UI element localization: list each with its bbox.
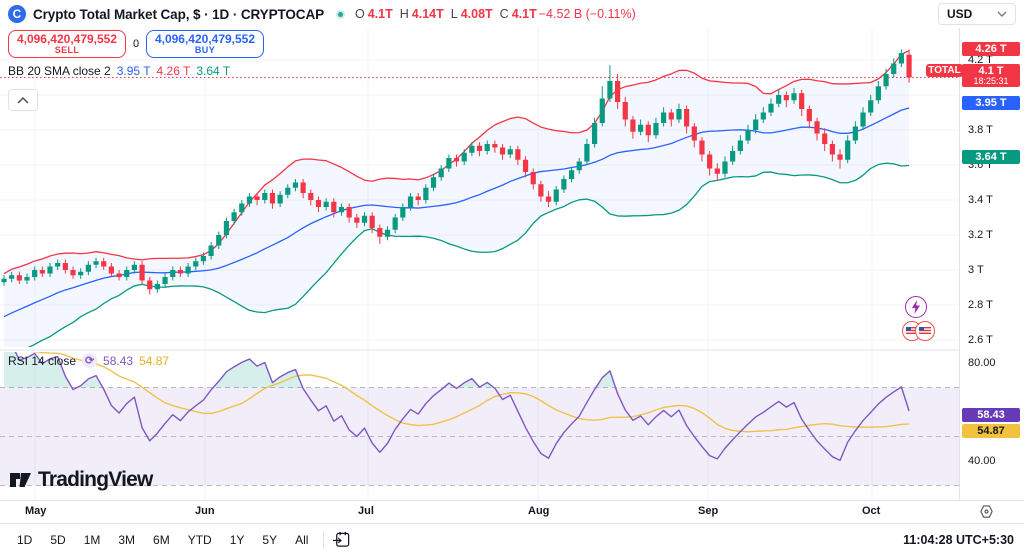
- low-value: 4.08T: [460, 7, 493, 21]
- rsi-ma-value: 54.87: [139, 353, 170, 368]
- chart-corner-icons: [902, 296, 952, 341]
- range-button-1m[interactable]: 1M: [83, 532, 101, 547]
- collapse-panel-button[interactable]: [8, 89, 38, 111]
- tradingview-logo: TradingView: [8, 468, 153, 492]
- bb-basis-badge: 3.95 T: [962, 95, 1020, 110]
- rsi-tick: 80.00: [968, 356, 996, 369]
- sell-button[interactable]: 4,096,420,479,552 SELL: [8, 30, 126, 58]
- buy-price: 4,096,420,479,552: [154, 31, 256, 46]
- rsi-tick: 40.00: [968, 454, 996, 467]
- tradingview-logo-text: TradingView: [38, 468, 153, 491]
- toolbar-divider: [323, 530, 325, 549]
- spread-value: 0: [132, 38, 140, 50]
- month-label: Oct: [862, 505, 881, 517]
- buy-label: BUY: [194, 44, 216, 55]
- price-tick: 3.8 T: [968, 123, 993, 136]
- range-buttons: 1D 5D 1M 3M 6M YTD 1Y 5Y All: [10, 530, 315, 550]
- price-tick: 2.8 T: [968, 298, 993, 311]
- range-button-5y[interactable]: 5Y: [262, 532, 278, 547]
- price-tick: 2.6 T: [968, 333, 993, 346]
- bb-upper-value: 4.26 T: [156, 64, 191, 78]
- range-button-all[interactable]: All: [295, 532, 309, 547]
- low-label: L: [450, 7, 458, 21]
- lightning-events-icon[interactable]: [905, 296, 927, 318]
- rsi-indicator-label[interactable]: RSI 14 close: [8, 353, 77, 368]
- close-value: 4.1T: [511, 7, 537, 21]
- last-price-badge: 4.1 T 18:25:31 TOTAL: [926, 63, 1020, 87]
- sell-price: 4,096,420,479,552: [16, 31, 118, 46]
- economic-events-flags-icon[interactable]: [902, 321, 952, 341]
- bb-basis-value: 3.95 T: [116, 64, 151, 78]
- rsi-value-badge: 58.43: [962, 407, 1020, 422]
- rsi-ma-badge: 54.87: [962, 423, 1020, 438]
- price-tick: 3 T: [968, 263, 984, 276]
- bottom-toolbar: 1D 5D 1M 3M 6M YTD 1Y 5Y All 11:04:28 UTC+5:30: [0, 523, 1024, 555]
- month-label: Jul: [358, 505, 374, 517]
- price-tick: 4.2 T: [968, 53, 993, 66]
- ohlc-values: O 4.1T H 4.14T L 4.08T C 4.1T: [355, 7, 537, 21]
- range-button-1d[interactable]: 1D: [17, 532, 33, 547]
- currency-value: USD: [947, 7, 973, 21]
- chevron-down-icon: [997, 11, 1007, 17]
- tradingview-mark-icon: [10, 473, 31, 487]
- close-label: C: [499, 7, 509, 21]
- month-label: Aug: [528, 505, 550, 517]
- time-axis[interactable]: May Jun Jul Aug Sep Oct: [0, 500, 1024, 523]
- buy-button[interactable]: 4,096,420,479,552 BUY: [146, 30, 264, 58]
- symbol-title[interactable]: Crypto Total Market Cap, $ · 1D · CRYPTO…: [33, 6, 324, 22]
- cryptocap-logo-icon: C: [8, 5, 26, 23]
- total-symbol-badge: TOTAL: [926, 63, 963, 77]
- rsi-indicator-icon: ⟳: [82, 353, 98, 368]
- currency-selector[interactable]: USD: [938, 3, 1016, 25]
- range-button-ytd[interactable]: YTD: [187, 532, 212, 547]
- sell-label: SELL: [54, 44, 80, 55]
- chevron-up-icon: [17, 96, 29, 104]
- go-to-date-button[interactable]: [332, 530, 351, 549]
- chart-header: C Crypto Total Market Cap, $ · 1D · CRYP…: [0, 0, 960, 28]
- rsi-value: 58.43: [103, 353, 134, 368]
- price-tick: 3.4 T: [968, 193, 993, 206]
- change-value: −4.52 B (−0.11%): [538, 7, 636, 21]
- session-clock[interactable]: 11:04:28 UTC+5:30: [903, 532, 1014, 547]
- calendar-arrow-icon: [333, 531, 350, 547]
- bb-indicator-legend: BB 20 SMA close 2 3.95 T 4.26 T 3.64 T: [8, 64, 230, 78]
- open-label: O: [355, 7, 365, 21]
- range-button-6m[interactable]: 6M: [153, 532, 170, 547]
- trade-panel: 4,096,420,479,552 SELL 0 4,096,420,479,5…: [8, 30, 264, 58]
- month-label: Jun: [195, 505, 215, 517]
- month-label: Sep: [698, 505, 719, 517]
- month-label: May: [25, 505, 47, 517]
- range-button-5d[interactable]: 5D: [50, 532, 66, 547]
- axis-settings-icon[interactable]: [979, 504, 994, 524]
- market-status-dot-icon: [336, 9, 345, 19]
- bb-indicator-label[interactable]: BB 20 SMA close 2: [8, 64, 111, 78]
- open-value: 4.1T: [367, 7, 393, 21]
- high-label: H: [399, 7, 409, 21]
- price-tick: 3.2 T: [968, 228, 993, 241]
- high-value: 4.14T: [411, 7, 444, 21]
- bb-lower-value: 3.64 T: [196, 64, 231, 78]
- bar-countdown: 18:25:31: [973, 75, 1009, 86]
- range-button-1y[interactable]: 1Y: [229, 532, 245, 547]
- bb-upper-badge: 4.26 T: [962, 41, 1020, 56]
- rsi-indicator-legend: RSI 14 close ⟳ 58.43 54.87: [8, 353, 169, 368]
- last-price-value: 4.1 T: [978, 64, 1004, 77]
- chart-canvas[interactable]: [0, 0, 960, 555]
- bb-lower-badge: 3.64 T: [962, 150, 1020, 164]
- range-button-3m[interactable]: 3M: [118, 532, 136, 547]
